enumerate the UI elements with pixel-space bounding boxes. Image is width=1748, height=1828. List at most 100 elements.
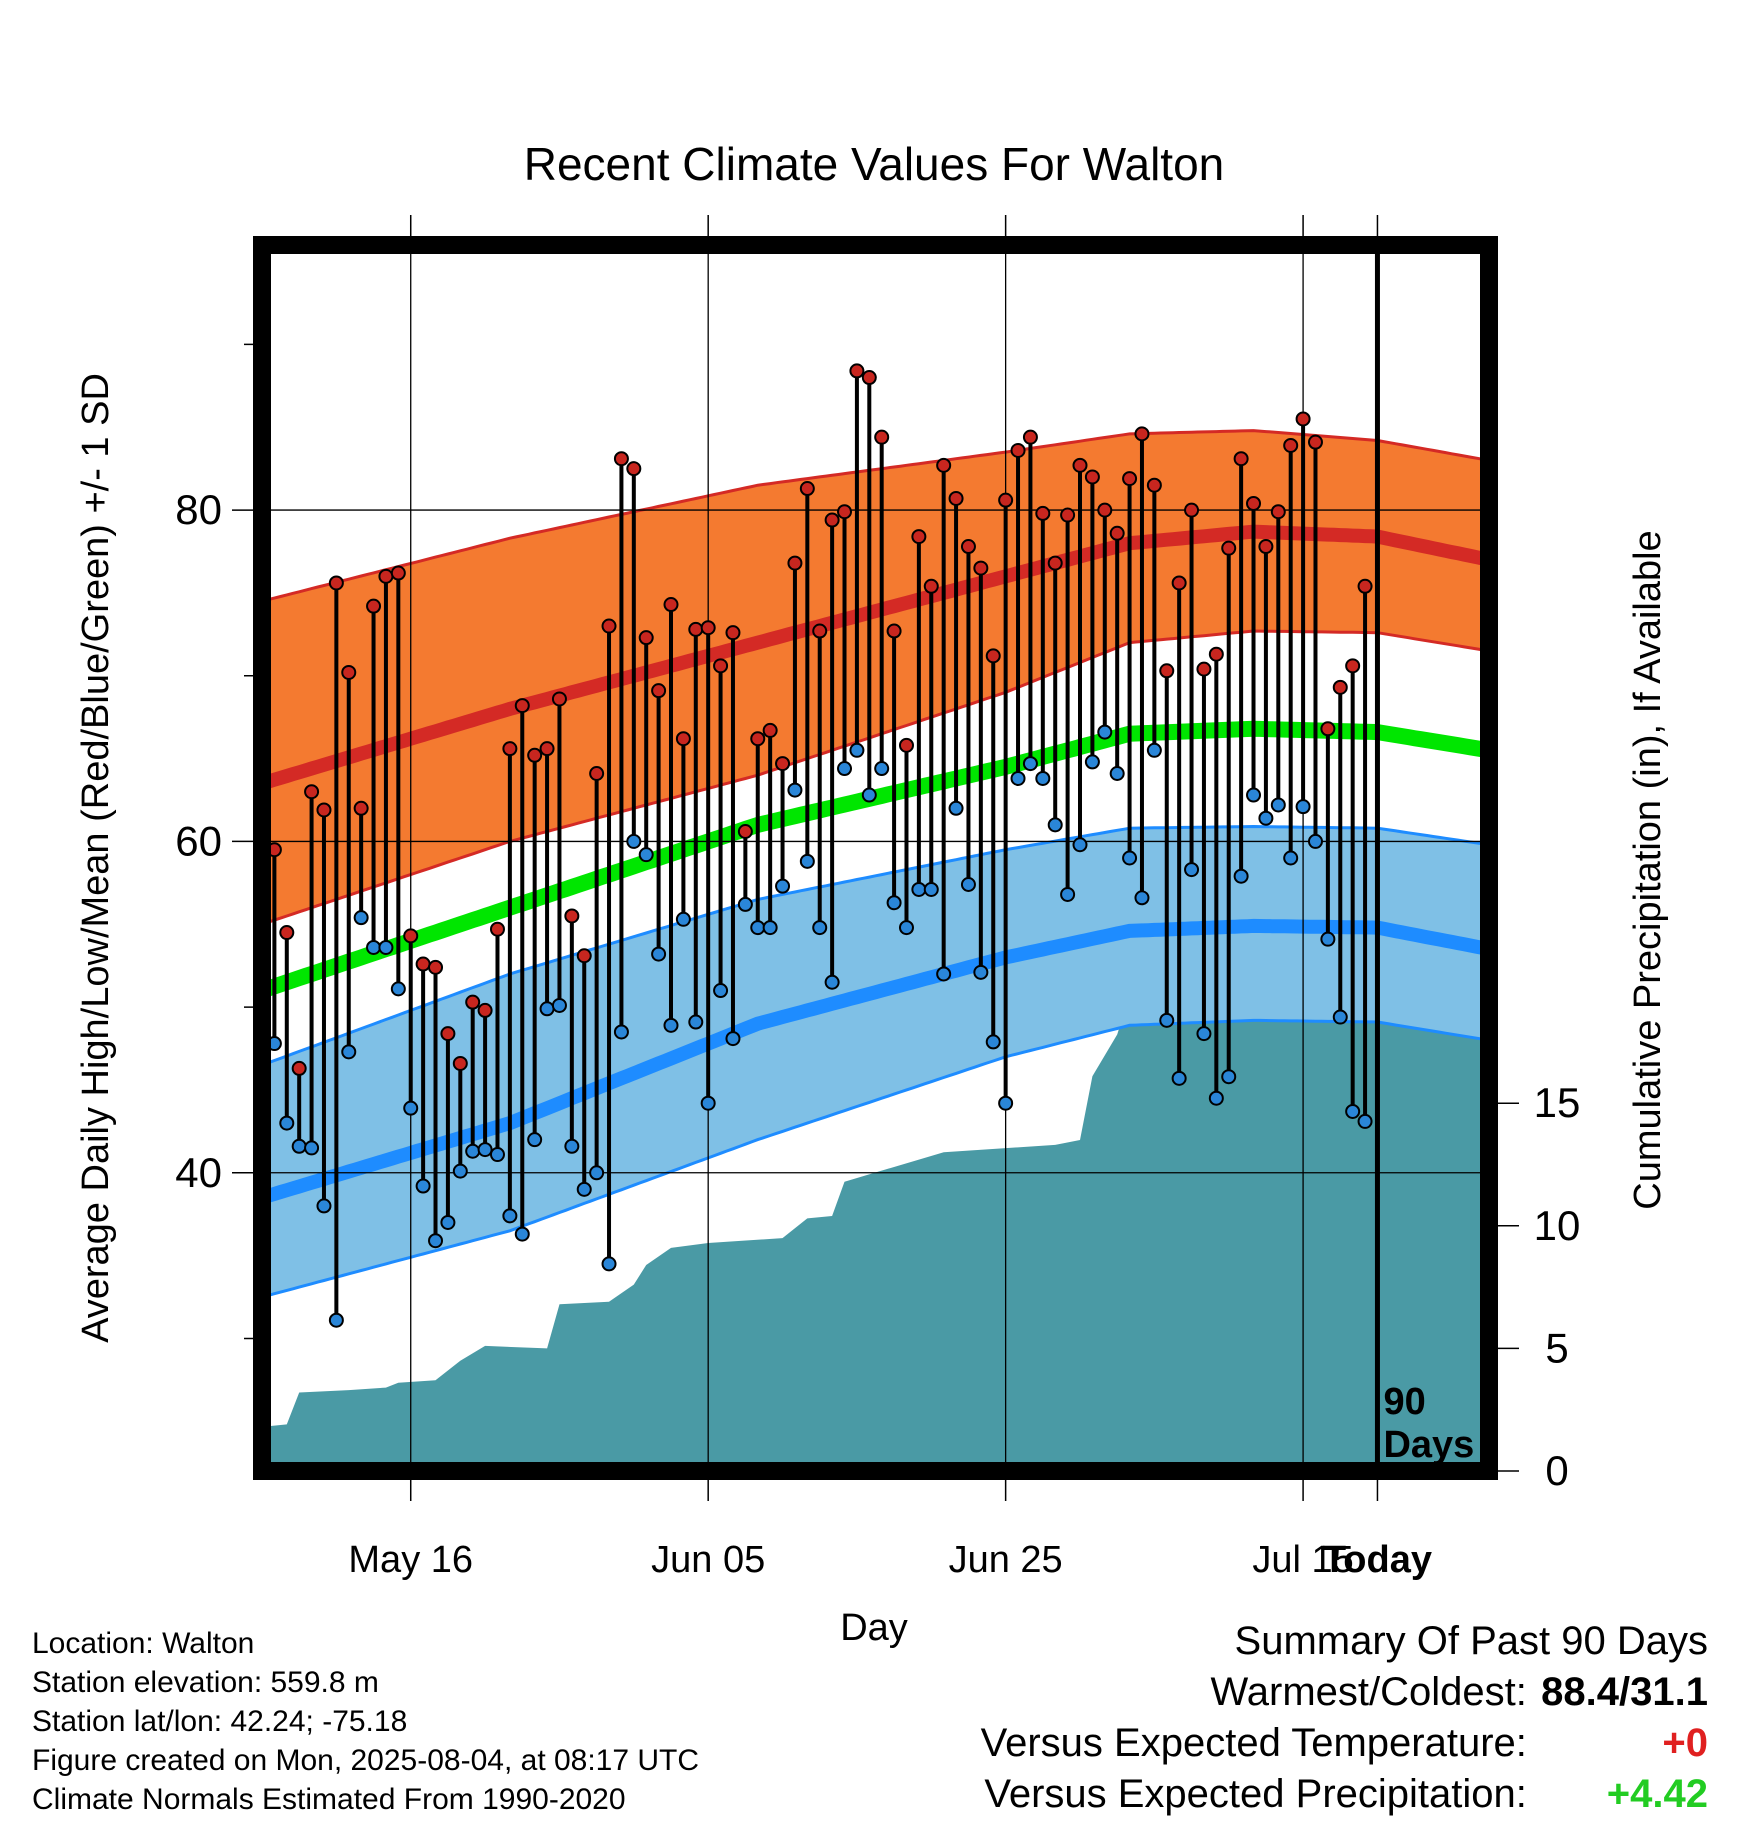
high-sd-lower-line	[262, 629, 1489, 926]
low-temp-point	[514, 1226, 530, 1242]
low-temp-point	[452, 1163, 468, 1179]
high-temp-point	[923, 578, 939, 594]
elevation-text: Station elevation: 559.8 m	[32, 1666, 379, 1699]
high-temp-point	[1146, 477, 1162, 493]
high-mean-line	[262, 524, 1489, 791]
precip-departure-row: Versus Expected Precipitation: +4.42	[981, 1769, 1708, 1820]
high-temp-point	[514, 698, 530, 714]
high-temp-point	[1084, 469, 1100, 485]
low-temp-point	[527, 1132, 543, 1148]
high-temp-point	[1047, 555, 1063, 571]
low-temp-point	[1283, 850, 1299, 866]
high-temp-point	[775, 756, 791, 772]
high-temp-point	[948, 490, 964, 506]
summary-title: Summary Of Past 90 Days	[1234, 1619, 1708, 1663]
high-temp-point	[539, 741, 555, 757]
low-temp-point	[985, 1034, 1001, 1050]
low-temp-point	[725, 1031, 741, 1047]
high-temp-point	[1307, 434, 1323, 450]
high-temp-point	[1072, 457, 1088, 473]
low-temp-point	[1221, 1069, 1237, 1085]
low-temp-point	[1233, 868, 1249, 884]
low-temp-point	[1097, 724, 1113, 740]
low-temp-point	[799, 853, 815, 869]
high-temp-point	[725, 625, 741, 641]
high-temp-point	[787, 555, 803, 571]
low-temp-point	[1072, 837, 1088, 853]
high-temp-point	[353, 800, 369, 816]
created-text: Figure created on Mon, 2025-08-04, at 08…	[32, 1744, 700, 1777]
high-temp-point	[576, 948, 592, 964]
low-temp-point	[1196, 1026, 1212, 1042]
low-temp-point	[911, 881, 927, 897]
low-temp-point	[1159, 1012, 1175, 1028]
low-temp-point	[998, 1095, 1014, 1111]
low-temp-point	[638, 847, 654, 863]
low-temp-point	[1295, 799, 1311, 815]
high-temp-point	[874, 429, 890, 445]
low-temp-point	[279, 1115, 295, 1131]
low-temp-point	[1246, 787, 1262, 803]
low-temp-point	[923, 881, 939, 897]
high-temp-point	[527, 747, 543, 763]
low-temp-point	[898, 920, 914, 936]
high-temp-point	[713, 658, 729, 674]
precip-departure-value: +4.42	[1606, 1772, 1708, 1816]
high-temp-point	[452, 1055, 468, 1071]
low-temp-point	[353, 910, 369, 926]
high-temp-point	[1233, 451, 1249, 467]
low-temp-point	[886, 895, 902, 911]
high-temp-point	[403, 928, 419, 944]
location-text: Location: Walton	[32, 1627, 255, 1660]
low-temp-point	[564, 1138, 580, 1154]
y-axis-label: Average Daily High/Low/Mean (Red/Blue/Gr…	[75, 373, 117, 1343]
summary-panel: Summary Of Past 90 Days Warmest/Coldest:…	[981, 1616, 1708, 1820]
high-temp-point	[1295, 411, 1311, 427]
low-temp-point	[948, 800, 964, 816]
low-temp-point	[1208, 1090, 1224, 1106]
x-tick-label: Jul 15	[1252, 1539, 1353, 1581]
low-temp-point	[415, 1178, 431, 1194]
temp-departure-value: +0	[1662, 1721, 1708, 1765]
high-temp-point	[998, 492, 1014, 508]
high-temp-point	[1270, 504, 1286, 520]
high-temp-point	[378, 568, 394, 584]
low-temp-point	[1084, 754, 1100, 770]
window-label-line2: Days	[1383, 1424, 1474, 1466]
high-temp-point	[1035, 505, 1051, 521]
x-axis-label: Day	[840, 1607, 908, 1649]
low-temp-point	[477, 1142, 493, 1158]
high-temp-point	[328, 575, 344, 591]
low-temp-point	[502, 1208, 518, 1224]
low-temp-point	[403, 1100, 419, 1116]
low-temp-point	[341, 1044, 357, 1060]
low-temp-point	[750, 920, 766, 936]
high-temp-point	[812, 623, 828, 639]
low-temp-point	[1109, 766, 1125, 782]
high-temp-point	[651, 683, 667, 699]
low-sd-upper-line	[262, 824, 1489, 1067]
high-temp-point	[898, 737, 914, 753]
low-temp-point	[1320, 931, 1336, 947]
low-temp-point	[713, 983, 729, 999]
low-temp-point	[1270, 797, 1286, 813]
high-temp-point	[638, 630, 654, 646]
high-temp-point	[1221, 540, 1237, 556]
high-temp-point	[551, 691, 567, 707]
high-temp-point	[626, 461, 642, 477]
high-temp-point	[489, 921, 505, 937]
y2-tick-label: 15	[1534, 1079, 1581, 1126]
y2-tick-label: 0	[1545, 1447, 1568, 1494]
low-temp-point	[849, 742, 865, 758]
y2-tick-label: 10	[1534, 1202, 1581, 1249]
high-temp-point	[1357, 578, 1373, 594]
high-temp-point	[477, 1002, 493, 1018]
low-temp-point	[1345, 1103, 1361, 1119]
low-temp-point	[601, 1256, 617, 1272]
high-temp-point	[1283, 437, 1299, 453]
low-temp-point	[378, 939, 394, 955]
low-temp-point	[737, 896, 753, 912]
high-temp-point	[428, 959, 444, 975]
high-temp-point	[1022, 429, 1038, 445]
low-temp-point	[1122, 850, 1138, 866]
